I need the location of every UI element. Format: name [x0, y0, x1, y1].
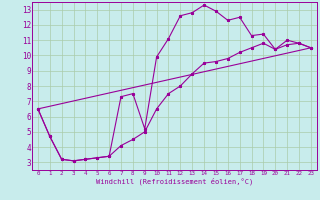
X-axis label: Windchill (Refroidissement éolien,°C): Windchill (Refroidissement éolien,°C): [96, 177, 253, 185]
